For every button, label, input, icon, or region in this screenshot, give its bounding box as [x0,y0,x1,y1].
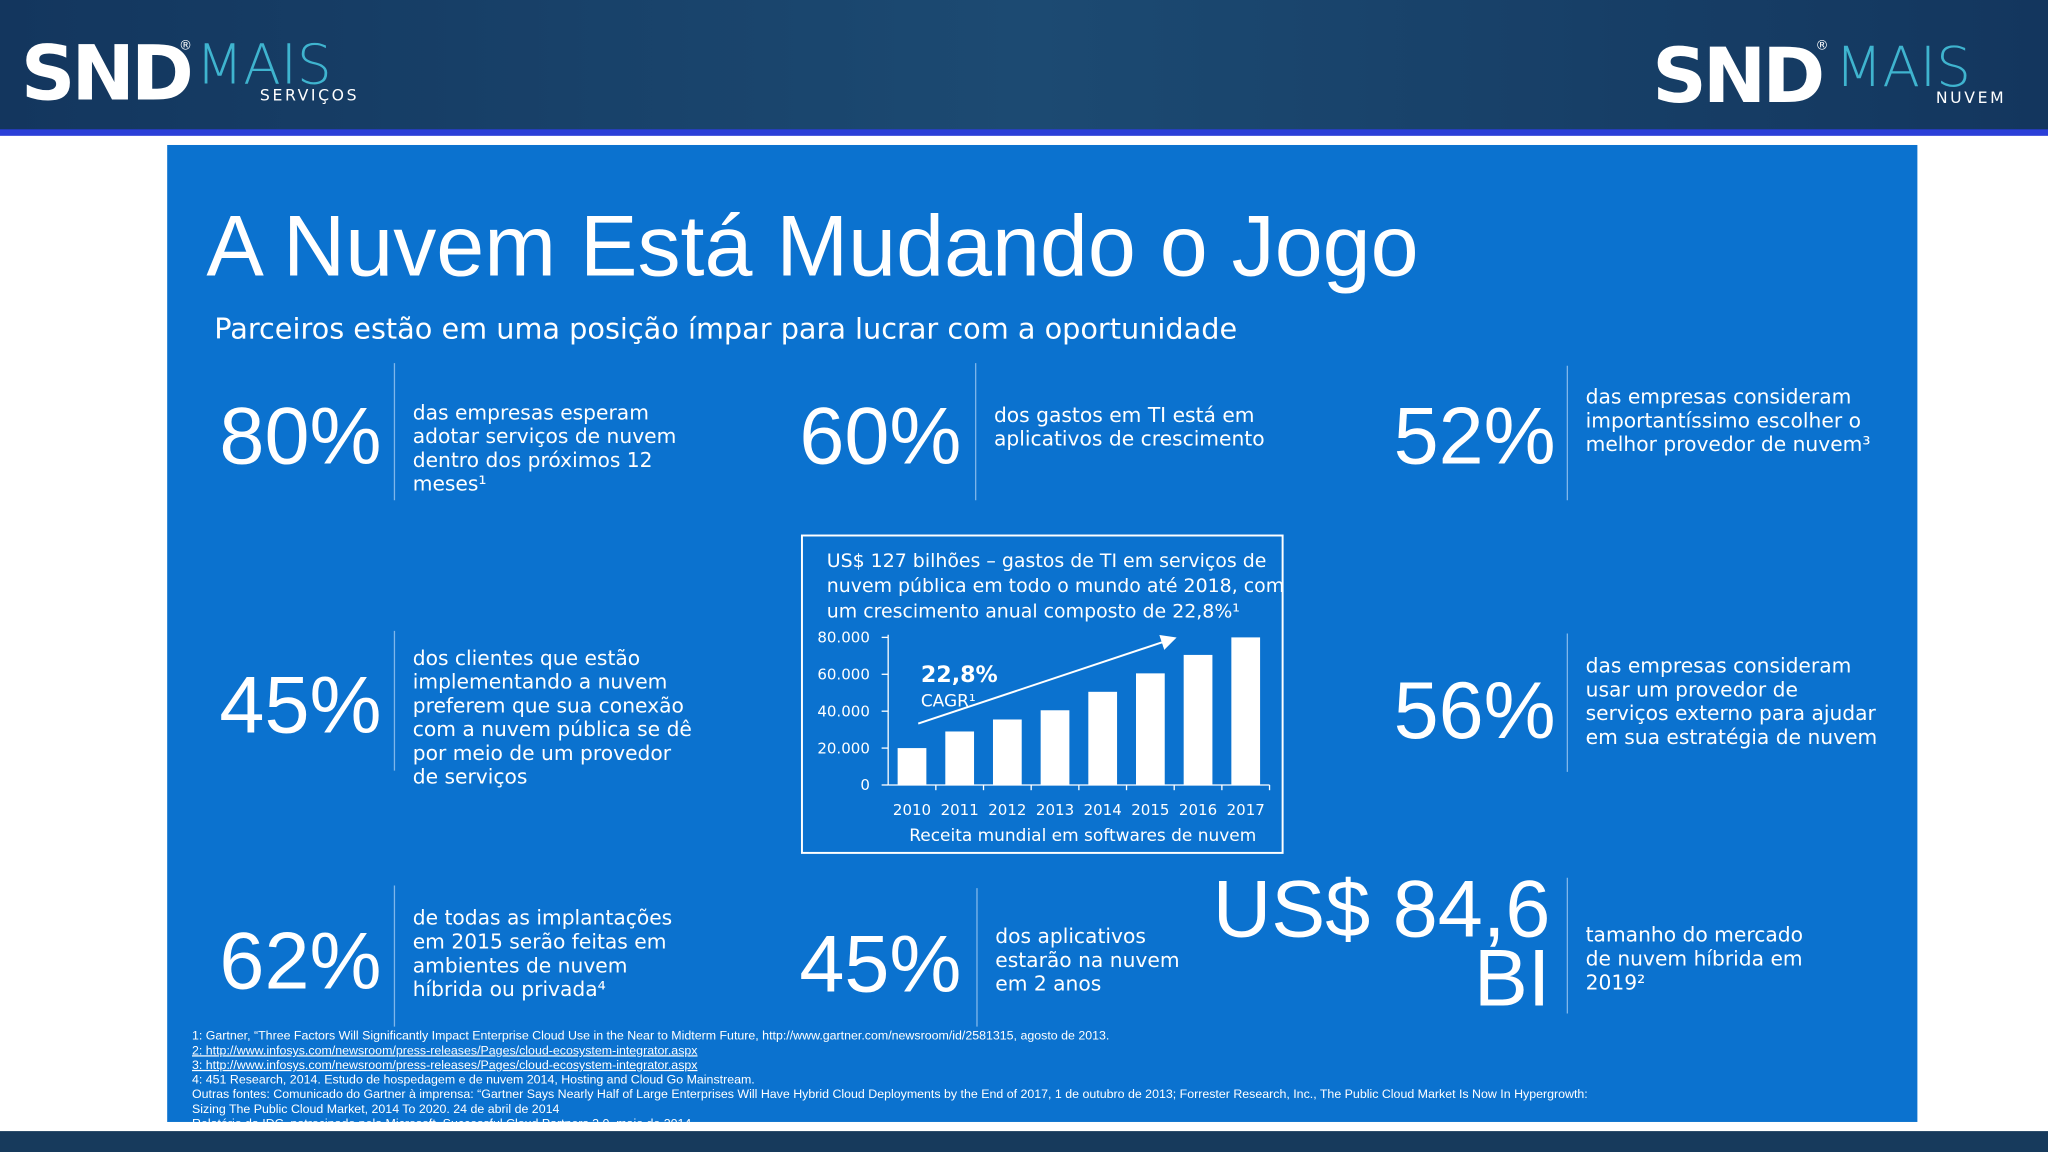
stat-text: das empresas consideram [1586,654,1852,678]
x-tick-label: 2013 [1036,801,1074,819]
stat-text: aplicativos de crescimento [994,427,1265,451]
bar [1231,637,1261,785]
stat-text: por meio de um provedor [413,741,672,765]
stat-text: usar um provedor de [1586,677,1798,701]
stat-text: 2019² [1586,970,1646,994]
stat-text: tamanho do mercado [1586,923,1803,947]
stat-value: US$ 84,6 [1213,864,1551,954]
stat-text: híbrida ou privada⁴ [413,977,606,1001]
x-axis-label: Receita mundial em softwares de nuvem [909,826,1256,846]
stat-value: 56% [1394,666,1556,756]
stat-text: preferem que sua conexão [413,693,684,717]
stat-text: dos aplicativos [995,924,1146,948]
stat-text: de nuvem híbrida em [1586,946,1803,970]
y-tick-label: 60.000 [817,666,870,684]
stat-value: 45% [219,661,381,751]
stat-text: adotar serviços de nuvem [413,424,677,448]
stat-text: meses¹ [413,472,487,496]
chart-caption: um crescimento anual composto de 22,8%¹ [827,600,1240,622]
bar [1136,673,1165,785]
y-tick-label: 20.000 [817,739,870,757]
stat-text: das empresas esperam [413,400,649,424]
stat-value: 45% [799,919,961,1009]
footnote: Relatório da IDC, patrocinado pela Micro… [192,1116,691,1130]
bar [945,731,975,785]
stat-value: 52% [1394,392,1556,482]
x-tick-label: 2015 [1131,801,1169,819]
stat-text: em 2 anos [995,972,1101,996]
stat-value: 62% [219,917,381,1007]
bar [1040,710,1070,785]
stat-text: serviços externo para ajudar [1586,701,1877,725]
x-tick-label: 2010 [893,801,931,819]
stat-text: das empresas consideram [1586,385,1852,409]
stat-text: dos gastos em TI está em [994,403,1255,427]
logo-tagline: SERVIÇOS [260,86,359,105]
stat-value: 80% [219,392,381,482]
chart-box [800,534,1284,854]
footnote: 1: Gartner, “Three Factors Will Signific… [192,1029,1109,1043]
slide [167,144,1918,1122]
x-tick-label: 2017 [1227,801,1265,819]
footnote: Outras fontes: Comunicado do Gartner à i… [192,1087,1588,1101]
stat-text: de todas as implantações [413,906,672,930]
logo-brand: SND [1652,32,1821,120]
footnote: 4: 451 Research, 2014. Estudo de hospeda… [192,1073,755,1087]
bar [897,748,927,785]
x-tick-label: 2016 [1179,801,1217,819]
bar [1088,691,1118,785]
stat-text: com a nuvem pública se dê [413,717,692,741]
footnote: 2: http://www.infosys.com/newsroom/press… [192,1043,698,1057]
slide-subtitle: Parceiros estão em uma posição ímpar par… [214,311,1237,345]
header-rule [0,129,2048,136]
trend-arrow [917,634,1177,725]
chart-caption: nuvem pública em todo o mundo até 2018, … [827,575,1284,597]
header-bar [0,0,2048,131]
stat-text: em 2015 serão feitas em [413,930,667,954]
y-tick-label: 80.000 [817,629,870,647]
stat-value: 60% [799,392,961,482]
stat-text: implementando a nuvem [413,670,668,694]
stat-text: ambientes de nuvem [413,953,628,977]
bar [1183,654,1213,785]
logo-product: MAIS [196,33,332,97]
stat-value: BI [1474,934,1551,1024]
stat-text: estarão na nuvem [995,948,1179,972]
logo-product: MAIS [1835,35,1971,99]
stat-text: em sua estratégia de nuvem [1586,725,1878,749]
logo-tagline: NUVEM [1936,88,2006,107]
y-tick-label: 0 [860,776,870,794]
footnote: 3: http://www.infosys.com/newsroom/press… [192,1058,698,1072]
x-tick-label: 2014 [1084,801,1122,819]
chart-annotation: 22,8% [921,662,998,688]
footer-bar [0,1131,2048,1152]
logo-brand: SND [21,29,190,117]
y-tick-label: 40.000 [817,702,870,720]
stat-text: de serviços [413,765,528,789]
slide-title: A Nuvem Está Mudando o Jogo [206,199,1418,295]
stat-text: importantíssimo escolher o [1586,408,1861,432]
chart-annotation: CAGR¹ [921,692,976,712]
chart-caption: US$ 127 bilhões – gastos de TI em serviç… [827,550,1267,572]
stat-text: dos clientes que estão [413,646,640,670]
x-tick-label: 2011 [941,801,979,819]
footnote: Sizing The Public Cloud Market, 2014 To … [192,1102,559,1116]
logo-registered: ® [1816,39,1829,54]
stat-text: melhor provedor de nuvem³ [1586,432,1871,456]
x-tick-label: 2012 [988,801,1026,819]
bar [992,719,1022,785]
logo-registered: ® [179,39,192,54]
stat-text: dentro dos próximos 12 [413,448,653,472]
